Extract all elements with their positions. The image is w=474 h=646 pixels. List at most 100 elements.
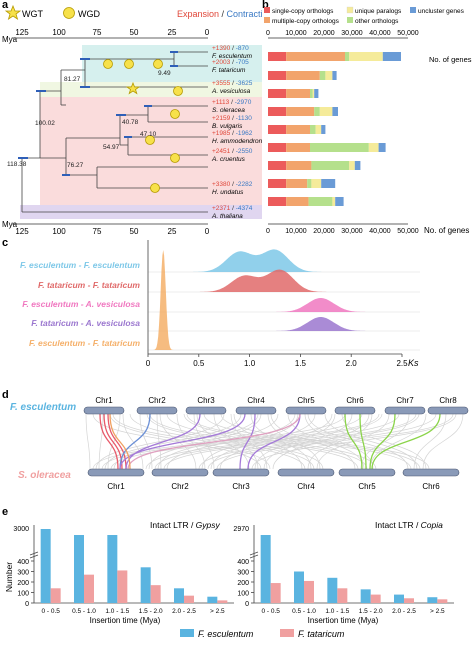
series-label: F. tataricum - F. tataricum [38,280,140,290]
node-age: 76.27 [67,162,84,169]
legend-wgt: WGT [22,9,43,19]
y-tick-label: 200 [237,580,249,587]
bar-segment [286,143,310,152]
legend-contraction: Contraction [227,9,262,19]
legend-swatch-ft [280,629,294,637]
series-label: F. esculentum - F. tataricum [29,338,140,348]
x-tick-label: 2.5 [396,359,408,368]
bar-f-esculentum [294,571,304,603]
panel-d-label: d [2,389,9,401]
bar-segment [345,52,350,61]
x-tick-label: 1.5 - 2.0 [359,608,383,615]
background-synteny-link [146,413,324,470]
bar-f-tataricum [184,595,194,603]
x-tick-label: 1.0 - 1.5 [325,608,349,615]
node-age: 9.49 [158,70,171,77]
bar-f-esculentum [140,567,151,603]
taxon-name: B. vulgaris [212,123,243,130]
bar-f-esculentum [394,594,404,603]
bar-segment [308,197,333,206]
background-synteny-link [163,413,417,470]
left-title-plain: Intact LTR / [150,520,196,530]
wgd-circle-icon [103,59,113,69]
series-label: F. esculentum - A. vesiculosa [22,299,140,309]
background-synteny-link [129,413,315,470]
top-chr-label: Chr1 [95,396,113,405]
axis-break-mark [29,551,39,556]
x-tick-label: > 2.5 [430,608,445,615]
count-separator: / [229,99,234,106]
node-age: 54.97 [103,144,120,151]
bar-f-esculentum [107,535,118,603]
panel-c-label: c [2,238,8,249]
panel-b-label: b [262,0,269,11]
bar-segment [335,197,344,206]
wgd-circle-icon [173,86,183,96]
panel-e: e Number Intact LTR / Gypsy Intact LTR /… [0,505,474,641]
expansion-count: +3555 [212,80,231,87]
top-chromosome [136,406,178,415]
y-tick-label: 0 [25,601,29,608]
legend-text: unique paralogs [355,8,402,15]
highlighted-synteny-link [127,413,301,470]
bar-f-tataricum [437,599,448,603]
legend-text: other orthologs [355,18,399,25]
bar-segment [310,89,313,98]
taxon-name: F. esculentum [212,53,253,60]
bar-segment [268,161,287,170]
top-species-label: F. esculentum [10,402,76,413]
x-tick-label: 0.5 - 1.0 [72,608,96,615]
background-synteny-link [104,413,242,470]
background-synteny-link [413,413,447,470]
bar-segment [332,107,338,116]
wgt-legend-star-icon [4,4,22,20]
panel-c-areas [148,249,402,350]
background-synteny-link [267,413,321,470]
bar-segment [310,125,316,134]
highlighted-synteny-link [119,413,246,470]
bar-segment [311,179,322,188]
taxon-name: H. undatus [212,189,244,196]
expansion-count: +2003 [212,59,231,66]
bottom-chromosome [338,468,396,477]
background-synteny-link [220,413,430,470]
bar-f-tataricum [150,585,161,603]
bar-segment [286,161,312,170]
y-tick-label: 3000 [13,526,29,533]
bar-f-esculentum [360,589,371,603]
top-axis-tick: 25 [168,28,177,37]
x-tick-label: 0.5 [193,359,205,368]
top-axis-ticks: 125 100 75 50 25 0 [15,28,209,37]
top-chromosome [235,406,277,415]
bar-f-esculentum [74,535,84,603]
bottom-chr-label: Chr6 [422,482,440,491]
legend-swatch-unique [346,6,354,14]
count-separator: / [230,181,235,188]
panel-b-bottom-ticks: 0 10,000 20,000 30,000 40,000 50,000 [266,228,419,235]
x-tick-label: 0 - 0.5 [41,608,60,615]
legend-swatch-other [347,17,353,23]
expansion-count: +2371 [212,205,231,212]
bar-segment [310,143,369,152]
x-tick-label: 0.5 - 1.0 [292,608,316,615]
bar-segment [268,52,287,61]
bar-f-tataricum [117,570,128,603]
x-tick-label: 0 [266,30,270,37]
background-synteny-link [156,413,162,470]
background-synteny-link [272,413,370,470]
count-separator: / [230,115,235,122]
bar-segment [268,197,287,206]
highlighted-synteny-link [369,413,396,470]
right-ltr-chart: 0 100 200 300 400 2970 0 - 0.5 0.5 - 1.0 1.0 - 1… [233,525,454,615]
bar-segment [368,143,379,152]
legend-expansion: Expansion [177,9,219,19]
taxon-name: A. thaliana [211,213,243,220]
taxon-name: A. cruentus [211,156,246,163]
legend-text: single-copy orthologs [272,8,334,15]
bottom-chromosomes: Chr1 Chr2 Chr3 Chr4 Chr5 Chr6 [87,468,460,491]
bar-f-tataricum [270,583,281,603]
panel-c-series-labels: F. esculentum - F. esculentum F. tataricu… [20,260,140,348]
top-chromosome [185,406,227,415]
bar-segment [307,179,312,188]
